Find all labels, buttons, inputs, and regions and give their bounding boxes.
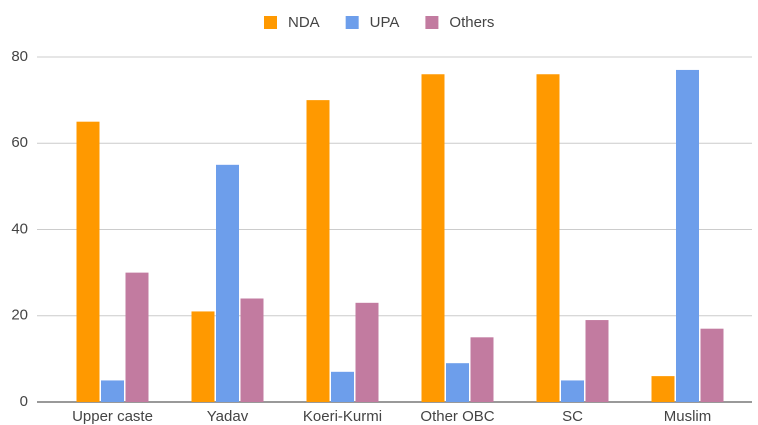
bar [446,363,469,402]
bar [470,337,494,402]
bar [676,69,699,402]
x-tick-label: Upper caste [72,408,153,425]
bar [101,380,124,402]
legend-swatch [264,16,277,29]
legend-swatch [345,16,359,29]
x-tick-label: Koeri-Kurmi [303,408,382,425]
bar [331,371,354,402]
bar [76,121,100,402]
bar [125,272,149,402]
bar [306,100,330,402]
x-tick-label: Muslim [664,408,712,425]
bar [240,298,264,402]
bar [561,380,584,402]
legend-label: Others [449,14,494,31]
x-tick-label: Yadav [207,408,249,425]
bar [700,328,724,402]
x-tick-label: SC [562,408,583,425]
y-tick-label: 20 [11,307,28,324]
bar [585,320,609,402]
x-tick-label: Other OBC [420,408,494,425]
bar [421,74,445,402]
legend-swatch [425,16,439,29]
bar [536,74,560,402]
bar [651,376,675,402]
y-tick-label: 0 [20,393,28,410]
y-tick-label: 80 [11,48,28,65]
y-tick-label: 60 [11,134,28,151]
bar [216,164,239,402]
bar [191,311,215,402]
legend-label: NDA [288,14,320,31]
y-tick-label: 40 [11,220,28,237]
bar [355,302,379,402]
legend-label: UPA [370,14,400,31]
